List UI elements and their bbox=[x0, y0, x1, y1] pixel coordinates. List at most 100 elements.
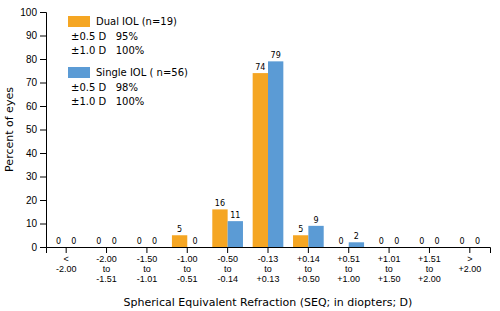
legend-swatch bbox=[68, 16, 90, 27]
annotation: ±0.5 D 95% bbox=[71, 31, 138, 42]
x-axis-line bbox=[47, 248, 491, 254]
data-label: 0 bbox=[419, 237, 424, 246]
y-tick: 40 bbox=[26, 148, 46, 159]
y-axis: 0102030405060708090100 bbox=[20, 7, 46, 253]
x-tick: +0.51to+1.00 bbox=[337, 247, 360, 284]
y-tick: 10 bbox=[26, 218, 46, 229]
bar bbox=[429, 247, 444, 248]
bar bbox=[51, 247, 66, 248]
x-tick-label: -1.00to-0.51 bbox=[177, 254, 198, 284]
x-tick-label-line: < bbox=[64, 254, 69, 264]
x-tick-label-line: +0.50 bbox=[297, 274, 320, 284]
data-label: 0 bbox=[112, 237, 117, 246]
x-tick-label-line: -0.50 bbox=[217, 254, 238, 264]
x-tick-label: +1.01to+1.50 bbox=[378, 254, 401, 284]
x-tick: +1.51to+2.00 bbox=[418, 247, 441, 284]
x-tick-label: <-2.00 bbox=[56, 254, 77, 274]
bar bbox=[268, 61, 283, 247]
x-tick-mark bbox=[469, 247, 470, 253]
x-tick-mark bbox=[146, 247, 147, 253]
x-tick-label-line: +1.50 bbox=[378, 274, 401, 284]
x-tick: -1.00to-0.51 bbox=[177, 247, 198, 284]
data-label: 11 bbox=[230, 211, 240, 220]
data-label: 9 bbox=[313, 216, 318, 225]
data-label: 16 bbox=[215, 199, 225, 208]
y-axis-line bbox=[40, 13, 47, 248]
data-label: 0 bbox=[56, 237, 61, 246]
bar bbox=[147, 247, 162, 248]
x-tick-mark bbox=[268, 247, 269, 253]
data-label: 0 bbox=[379, 237, 384, 246]
x-tick-label-line: to bbox=[103, 264, 111, 274]
bar bbox=[172, 235, 187, 247]
chart: 0102030405060708090100<-2.00-2.00to-1.51… bbox=[0, 0, 500, 311]
x-tick-label-line: +0.13 bbox=[257, 274, 280, 284]
x-tick-label-line: to bbox=[184, 264, 192, 274]
bar bbox=[228, 221, 243, 247]
x-axis-title: Spherical Equivalent Refraction (SEQ; in… bbox=[124, 296, 413, 309]
y-tick-mark bbox=[40, 153, 46, 154]
x-tick-label-line: +0.14 bbox=[297, 254, 320, 264]
x-tick-label-line: -1.00 bbox=[177, 254, 198, 264]
x-tick-label-line: -1.01 bbox=[137, 274, 158, 284]
data-labels: 00051674500000000117992000 bbox=[56, 51, 480, 246]
data-label: 0 bbox=[475, 237, 480, 246]
x-tick: <-2.00 bbox=[56, 247, 77, 274]
y-tick: 0 bbox=[31, 242, 46, 253]
x-tick-label-line: +2.00 bbox=[458, 264, 481, 274]
bar bbox=[91, 247, 106, 248]
bar bbox=[253, 73, 268, 247]
y-tick-label: 50 bbox=[26, 124, 38, 135]
bar bbox=[389, 247, 404, 248]
y-tick-mark bbox=[40, 59, 46, 60]
x-tick-label: >+2.00 bbox=[458, 254, 481, 274]
data-label: 0 bbox=[152, 237, 157, 246]
x-tick-label: +0.51to+1.00 bbox=[337, 254, 360, 284]
y-axis-title: Percent of eyes bbox=[3, 87, 16, 172]
data-label: 2 bbox=[354, 232, 359, 241]
bar bbox=[187, 247, 202, 248]
x-tick-label: -0.50to-0.14 bbox=[217, 254, 238, 284]
x-tick-label-line: -2.00 bbox=[56, 264, 77, 274]
x-tick-mark bbox=[187, 247, 188, 253]
y-tick-mark bbox=[40, 247, 46, 248]
x-tick-label-line: to bbox=[224, 264, 232, 274]
y-tick: 90 bbox=[26, 30, 46, 41]
x-tick-label-line: -0.14 bbox=[217, 274, 238, 284]
x-tick-label: +0.14to+0.50 bbox=[297, 254, 320, 284]
data-label: 74 bbox=[255, 63, 265, 72]
bar bbox=[308, 226, 323, 247]
x-tick-label-line: +0.51 bbox=[337, 254, 360, 264]
data-label: 0 bbox=[137, 237, 142, 246]
bar bbox=[333, 247, 348, 248]
data-label: 0 bbox=[435, 237, 440, 246]
data-label: 0 bbox=[460, 237, 465, 246]
x-tick-mark bbox=[348, 247, 349, 253]
data-label: 0 bbox=[192, 237, 197, 246]
x-tick-label: -0.13to+0.13 bbox=[257, 254, 280, 284]
x-tick: >+2.00 bbox=[458, 247, 481, 274]
x-tick-mark bbox=[389, 247, 390, 253]
x-tick-label-line: to bbox=[426, 264, 434, 274]
x-tick-mark bbox=[429, 247, 430, 253]
x-tick-label: +1.51to+2.00 bbox=[418, 254, 441, 284]
x-tick-mark bbox=[106, 247, 107, 253]
x-tick-label-line: -0.51 bbox=[177, 274, 198, 284]
y-tick-label: 10 bbox=[26, 218, 38, 229]
data-label: 79 bbox=[271, 51, 281, 60]
x-tick-label-line: +1.51 bbox=[418, 254, 441, 264]
bar bbox=[212, 209, 227, 247]
x-tick-label-line: to bbox=[305, 264, 313, 274]
y-tick: 30 bbox=[26, 171, 46, 182]
legend: Dual IOL (n=19)±0.5 D 95%±1.0 D 100%Sing… bbox=[68, 16, 188, 107]
plot: 0102030405060708090100<-2.00-2.00to-1.51… bbox=[20, 7, 490, 284]
y-tick: 70 bbox=[26, 77, 46, 88]
x-tick-label: -1.50to-1.01 bbox=[137, 254, 158, 284]
y-tick-label: 80 bbox=[26, 54, 38, 65]
y-tick-mark bbox=[40, 106, 46, 107]
y-tick: 20 bbox=[26, 195, 46, 206]
bar bbox=[414, 247, 429, 248]
y-tick-label: 20 bbox=[26, 195, 38, 206]
x-tick-label-line: -1.51 bbox=[96, 274, 117, 284]
bar bbox=[374, 247, 389, 248]
